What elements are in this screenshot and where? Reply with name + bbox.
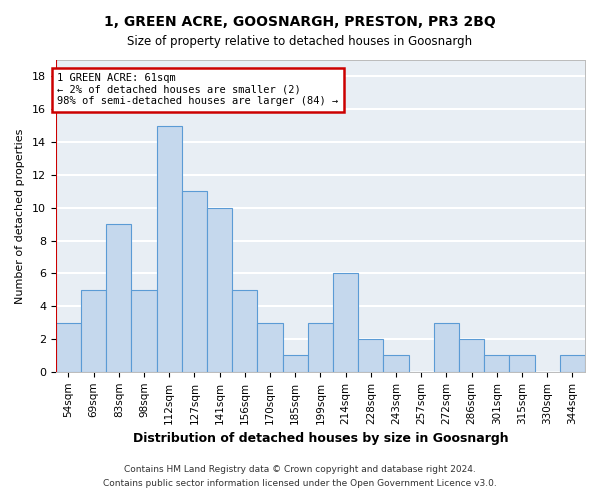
Text: Size of property relative to detached houses in Goosnargh: Size of property relative to detached ho… xyxy=(127,35,473,48)
Bar xyxy=(434,322,459,372)
Bar xyxy=(283,356,308,372)
Bar xyxy=(560,356,585,372)
Bar xyxy=(182,192,207,372)
Bar xyxy=(131,290,157,372)
Y-axis label: Number of detached properties: Number of detached properties xyxy=(15,128,25,304)
Bar xyxy=(232,290,257,372)
X-axis label: Distribution of detached houses by size in Goosnargh: Distribution of detached houses by size … xyxy=(133,432,508,445)
Text: 1, GREEN ACRE, GOOSNARGH, PRESTON, PR3 2BQ: 1, GREEN ACRE, GOOSNARGH, PRESTON, PR3 2… xyxy=(104,15,496,29)
Bar xyxy=(257,322,283,372)
Bar xyxy=(106,224,131,372)
Bar xyxy=(383,356,409,372)
Bar xyxy=(207,208,232,372)
Bar xyxy=(509,356,535,372)
Bar xyxy=(56,322,81,372)
Bar xyxy=(484,356,509,372)
Text: Contains HM Land Registry data © Crown copyright and database right 2024.
Contai: Contains HM Land Registry data © Crown c… xyxy=(103,466,497,487)
Bar xyxy=(459,339,484,372)
Bar xyxy=(157,126,182,372)
Text: 1 GREEN ACRE: 61sqm
← 2% of detached houses are smaller (2)
98% of semi-detached: 1 GREEN ACRE: 61sqm ← 2% of detached hou… xyxy=(57,73,338,106)
Bar xyxy=(308,322,333,372)
Bar xyxy=(333,274,358,372)
Bar xyxy=(81,290,106,372)
Bar xyxy=(358,339,383,372)
